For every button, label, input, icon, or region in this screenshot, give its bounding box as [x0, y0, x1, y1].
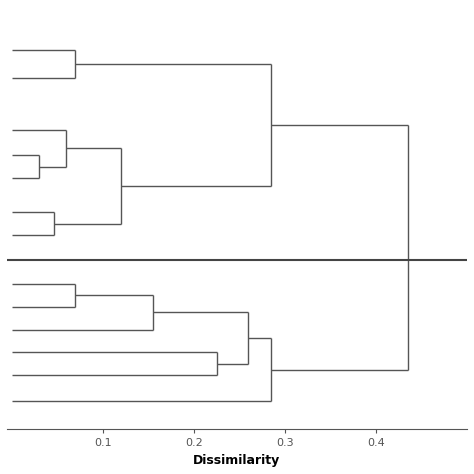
X-axis label: Dissimilarity: Dissimilarity	[193, 454, 281, 467]
